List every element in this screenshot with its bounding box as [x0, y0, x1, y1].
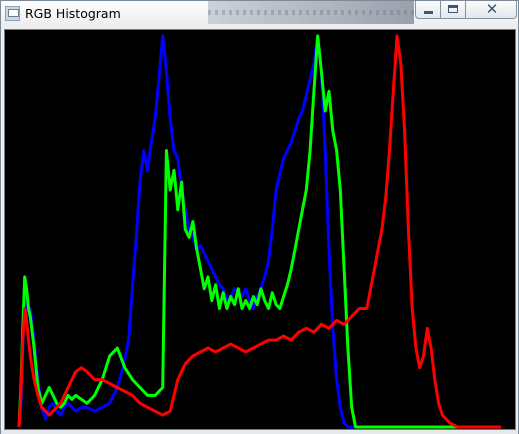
background-window-strip [208, 1, 414, 24]
close-button[interactable]: ✕ [465, 1, 517, 19]
green-channel-line [19, 36, 501, 427]
close-icon: ✕ [485, 1, 499, 18]
title-bar[interactable]: RGB Histogram ✕ [1, 1, 518, 28]
window-title: RGB Histogram [25, 6, 121, 21]
blue-channel-line [19, 36, 501, 427]
window-bottom-border [1, 430, 518, 434]
window-controls: ✕ [415, 1, 517, 20]
histogram-canvas [4, 29, 516, 430]
histogram-plot [5, 30, 515, 429]
maximize-icon [448, 5, 458, 13]
maximize-button[interactable] [440, 1, 466, 19]
red-channel-line [19, 36, 501, 427]
app-window-icon [5, 6, 20, 21]
minimize-button[interactable] [415, 1, 441, 19]
minimize-icon [424, 11, 433, 14]
